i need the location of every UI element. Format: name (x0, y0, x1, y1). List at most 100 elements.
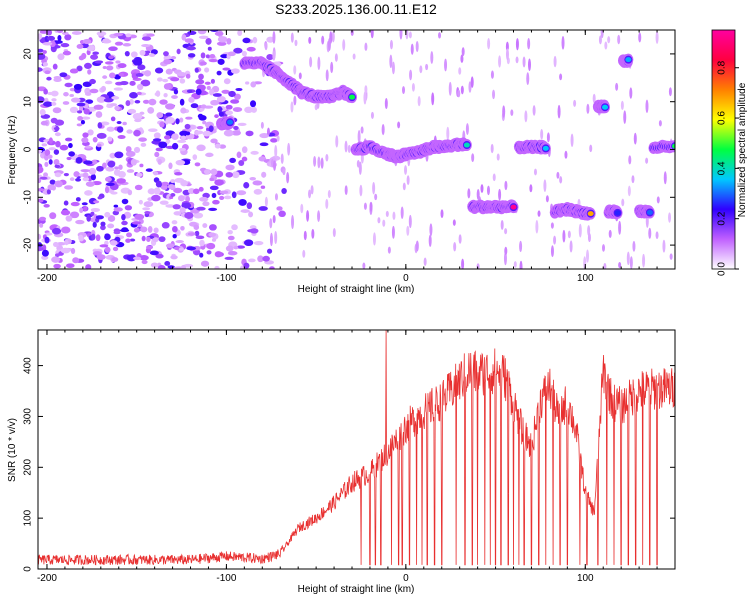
spectrogram-noise-blob (50, 117, 58, 124)
spectrogram-noise-blob (106, 126, 115, 132)
spectrogram-noise-blob (308, 36, 312, 44)
spectrogram-noise-blob (61, 31, 69, 36)
spectrogram-noise-blob (519, 260, 523, 269)
spectrogram-noise-blob (240, 209, 250, 213)
spectrogram-noise-blob (204, 81, 211, 85)
spectrogram-noise-blob (106, 65, 114, 71)
x-tick-label: -100 (216, 573, 236, 584)
snr-series-line (38, 330, 675, 566)
spectrogram-noise-blob (125, 238, 131, 243)
spectrogram-noise-blob (205, 37, 212, 45)
spectrogram-noise-blob (461, 47, 465, 57)
spectrogram-noise-blob (550, 222, 554, 229)
spectrogram-noise-blob (200, 52, 206, 59)
spectrogram-noise-blob (175, 118, 180, 125)
spectrogram-noise-blob (177, 139, 187, 143)
spectrogram-noise-blob (69, 211, 80, 219)
spectrogram-noise-blob (553, 55, 557, 68)
spectrogram-noise-blob (214, 265, 220, 269)
spectrogram-noise-blob (230, 68, 240, 74)
spectrogram-noise-blob (185, 131, 191, 136)
spectrogram-noise-blob (108, 46, 118, 51)
spectrogram-noise-blob (498, 188, 502, 201)
spectrogram-noise-blob (578, 223, 582, 238)
spectrogram-noise-blob (628, 155, 632, 165)
spectrogram-noise-blob (184, 211, 194, 219)
spectrogram-noise-blob (43, 101, 53, 107)
spectrogram-noise-blob (159, 200, 169, 205)
spectrogram-noise-blob (179, 117, 184, 123)
spectrogram-noise-blob (111, 96, 120, 100)
spectrogram-noise-blob (342, 39, 346, 51)
spectrogram-noise-blob (233, 125, 239, 131)
spectrogram-noise-blob (200, 104, 207, 109)
spectrogram-noise-blob (260, 185, 266, 189)
spectrogram-noise-blob (623, 110, 627, 124)
spectrogram-noise-blob (327, 38, 331, 51)
spectrogram-noise-blob (406, 225, 410, 236)
spectrogram-noise-blob (156, 112, 164, 119)
spectrogram-noise-blob (71, 31, 82, 35)
spectrogram-noise-blob (81, 202, 88, 206)
spectrogram-noise-blob (309, 56, 313, 68)
spectrogram-noise-blob (216, 70, 222, 76)
spectrogram-noise-blob (242, 37, 251, 44)
spectrogram-feature-layer (216, 53, 675, 221)
spectrogram-noise-blob (272, 215, 276, 224)
spectrogram-noise-blob (199, 61, 207, 66)
spectrogram-noise-blob (197, 113, 204, 119)
spectrogram-noise-blob (287, 142, 291, 156)
x-tick-label: -200 (37, 273, 57, 284)
spectrogram-noise-blob (410, 43, 414, 55)
spectrogram-noise-blob (126, 169, 135, 173)
spectrogram-noise-blob (202, 201, 210, 207)
spectrogram-noise-blob (216, 95, 226, 103)
spectrogram-noise-blob (656, 196, 660, 204)
spectrogram-noise-blob (227, 251, 238, 256)
spectrogram-noise-blob (389, 54, 393, 69)
spectrogram-noise-blob (177, 195, 185, 202)
spectrogram-noise-blob (69, 106, 79, 113)
spectrogram-noise-blob (559, 176, 563, 184)
feature-core (602, 104, 609, 110)
snr-y-ticks: 0 100 200 300 400 (23, 357, 675, 572)
spectrogram-noise-blob (513, 261, 517, 268)
spectrogram-noise-blob (350, 30, 354, 36)
spectrogram-noise-blob (80, 119, 86, 125)
spectrogram-noise-blob (598, 35, 602, 45)
spectrogram-noise-blob (203, 169, 211, 175)
spectrogram-noise-blob (655, 31, 659, 44)
spectrogram-noise-blob (391, 61, 395, 75)
spectrogram-noise-blob (321, 35, 325, 45)
spectrogram-noise-blob (76, 65, 83, 72)
colorbar-tick-label: 0.6 (717, 111, 728, 125)
spectrogram-noise-blob (236, 190, 247, 196)
spectrogram-noise-blob (385, 210, 389, 218)
spectrogram-noise-blob (282, 168, 286, 176)
spectrogram-noise-blob (184, 38, 194, 43)
spectrogram-noise-blob (44, 149, 51, 157)
spectrogram-noise-blob (159, 99, 168, 105)
spectrogram-noise-blob (46, 76, 52, 81)
spectrogram-noise-blob (208, 224, 217, 231)
spectrogram-noise-blob (564, 150, 568, 159)
spectrogram-noise-blob (262, 255, 270, 262)
spectrogram-noise-blob (429, 223, 433, 237)
spectrogram-noise-blob (253, 241, 264, 246)
spectrogram-noise-blob (231, 224, 238, 231)
spectrogram-noise-blob (135, 72, 144, 77)
spectrogram-noise-blob (39, 223, 44, 228)
spectrogram-feature (603, 204, 623, 220)
spectrogram-noise-blob (347, 144, 351, 153)
spectrogram-noise-blob (91, 159, 98, 165)
spectrogram-noise-blob (165, 68, 173, 75)
spectrogram-noise-blob (102, 75, 108, 79)
spectrogram-noise-blob (198, 73, 204, 80)
spectrogram-noise-blob (90, 54, 99, 60)
spectrogram-noise-blob (527, 58, 531, 71)
spectrogram-noise-blob (54, 180, 63, 188)
spectrogram-noise-blob (136, 91, 142, 96)
spectrogram-feature (592, 99, 611, 114)
spectrogram-noise-blob (133, 227, 140, 233)
spectrogram-noise-blob (372, 232, 376, 246)
